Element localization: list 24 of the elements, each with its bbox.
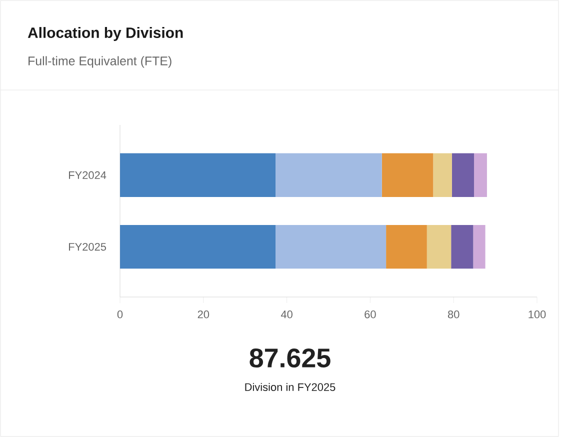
x-tick-label: 100 (528, 310, 546, 318)
bar (452, 153, 474, 198)
chart-subtitle: Full-time Equivalent (FTE) (28, 56, 172, 68)
y-tick-label: FY2025 (69, 242, 106, 251)
bar (276, 153, 382, 198)
bar (382, 153, 434, 198)
text: Division in FY2025 (245, 382, 336, 392)
bar (473, 224, 486, 269)
bar (433, 153, 452, 198)
bar (120, 153, 276, 198)
bar (426, 224, 452, 269)
x-tick-label: 20 (198, 310, 210, 318)
x-tick-label: 0 (117, 310, 123, 318)
text: 87.625 (250, 348, 330, 368)
bar (276, 224, 386, 269)
chart-title: Allocation by Division (28, 27, 183, 41)
x-tick-label: 40 (280, 310, 292, 318)
bar (120, 224, 276, 269)
y-tick-label: FY2024 (69, 171, 106, 180)
bar (451, 224, 474, 269)
bar (386, 224, 427, 269)
x-tick-label: 60 (364, 310, 376, 318)
bar (474, 153, 487, 198)
x-tick-label: 80 (448, 310, 460, 318)
